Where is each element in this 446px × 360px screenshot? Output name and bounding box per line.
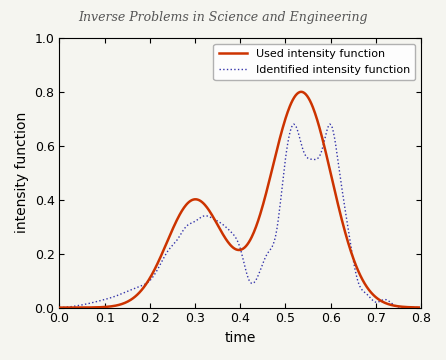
Y-axis label: intensity function: intensity function <box>15 112 29 233</box>
Legend: Used intensity function, Identified intensity function: Used intensity function, Identified inte… <box>214 44 415 80</box>
Text: Inverse Problems in Science and Engineering: Inverse Problems in Science and Engineer… <box>78 11 368 24</box>
X-axis label: time: time <box>224 331 256 345</box>
